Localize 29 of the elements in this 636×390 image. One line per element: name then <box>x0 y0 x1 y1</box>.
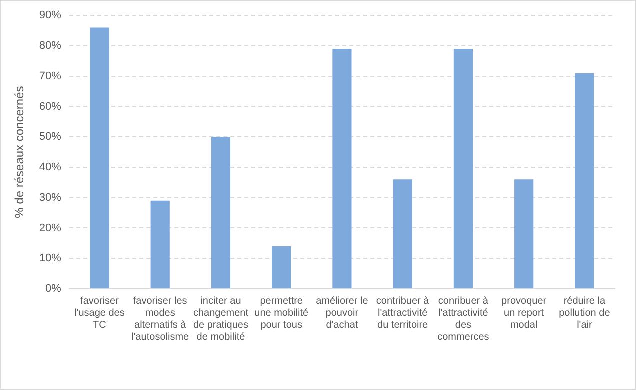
bar <box>514 180 534 288</box>
y-tick-label: 10% <box>39 252 62 265</box>
y-tick-label: 20% <box>39 222 62 234</box>
y-tick-label: 70% <box>39 70 62 82</box>
bar <box>454 49 473 288</box>
y-tick-label: 50% <box>39 131 62 144</box>
bar <box>211 137 231 288</box>
bar <box>90 28 110 288</box>
y-tick-label: 40% <box>39 162 62 174</box>
y-axis-title: % de réseaux concernés <box>12 86 27 218</box>
y-tick-label: 60% <box>39 100 62 113</box>
x-tick-label: permettre une mobilité pour tous <box>254 296 309 331</box>
y-tick-label: 80% <box>39 40 62 52</box>
y-tick-label: 90% <box>39 10 62 22</box>
x-tick-label: inciter au changement de pratiques de mobilité <box>193 296 249 343</box>
x-tick-label: conribuer à l'attractivité des commerces <box>438 296 490 343</box>
bar <box>575 73 594 288</box>
x-tick-label: favoriser les modes alternatifs à l'autosolisme <box>132 296 190 343</box>
x-tick-label: favoriser l'usage des TC <box>74 296 125 331</box>
x-tick-label: réduire la pollution de l'air <box>559 296 611 331</box>
x-tick-label: contribuer à l'attractivité du territoire <box>376 296 430 331</box>
bar <box>332 49 352 288</box>
x-tick-label: provoquer un report modal <box>502 296 548 331</box>
bar <box>393 180 412 288</box>
y-tick-label: 0% <box>46 283 62 296</box>
bar <box>150 200 170 288</box>
x-tick-label: améliorer le pouvoir d'achat <box>316 296 369 331</box>
y-tick-label: 30% <box>39 192 62 204</box>
bar <box>272 246 292 288</box>
